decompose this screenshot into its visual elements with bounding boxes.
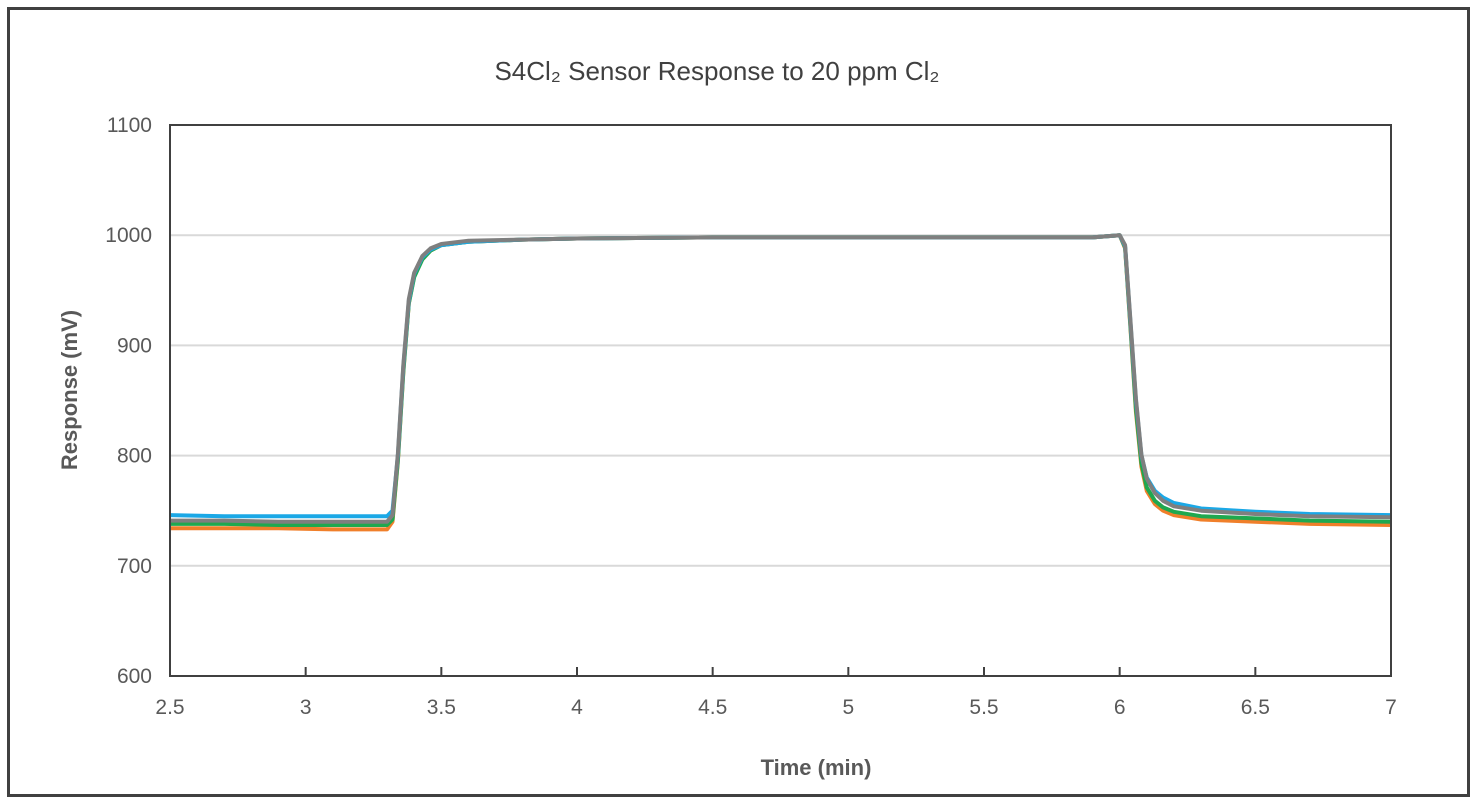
y-tick-label: 1000 xyxy=(105,224,152,247)
y-tick-label: 600 xyxy=(117,665,152,688)
y-tick-label: 700 xyxy=(117,555,152,578)
y-tick-label: 800 xyxy=(117,445,152,468)
gridlines xyxy=(170,234,1391,567)
series-lines xyxy=(169,233,1392,532)
x-tick-label: 3.5 xyxy=(427,696,456,719)
x-tick-label: 7 xyxy=(1385,696,1397,719)
x-tick-label: 3 xyxy=(300,696,312,719)
plot-area-border xyxy=(169,124,1392,677)
x-tick-label: 5.5 xyxy=(969,696,998,719)
series-line-2 xyxy=(170,233,1392,527)
x-tick-label: 4.5 xyxy=(698,696,727,719)
series-line-1 xyxy=(170,233,1392,532)
x-tick-label: 2.5 xyxy=(155,696,184,719)
x-tick-label: 6 xyxy=(1114,696,1126,719)
x-tick-label: 5 xyxy=(842,696,854,719)
y-axis-label: Response (mV) xyxy=(57,310,82,470)
series-line-4 xyxy=(170,233,1392,524)
y-tick-label: 1100 xyxy=(107,114,152,137)
chart-title: S4Cl₂ Sensor Response to 20 ppm Cl₂ xyxy=(494,56,939,86)
chart-frame xyxy=(7,7,1470,797)
x-tick-label: 4 xyxy=(571,696,583,719)
x-axis-ticks: 2.5 3 3.5 4 4.5 5 5.5 6 6.5 7 xyxy=(155,667,1397,719)
y-axis-ticks: 600 700 800 900 1000 1100 xyxy=(105,114,152,688)
y-tick-label: 900 xyxy=(117,334,152,357)
series-line-3 xyxy=(169,233,1392,519)
x-tick-label: 6.5 xyxy=(1241,696,1270,719)
x-axis-label: Time (min) xyxy=(761,755,872,780)
